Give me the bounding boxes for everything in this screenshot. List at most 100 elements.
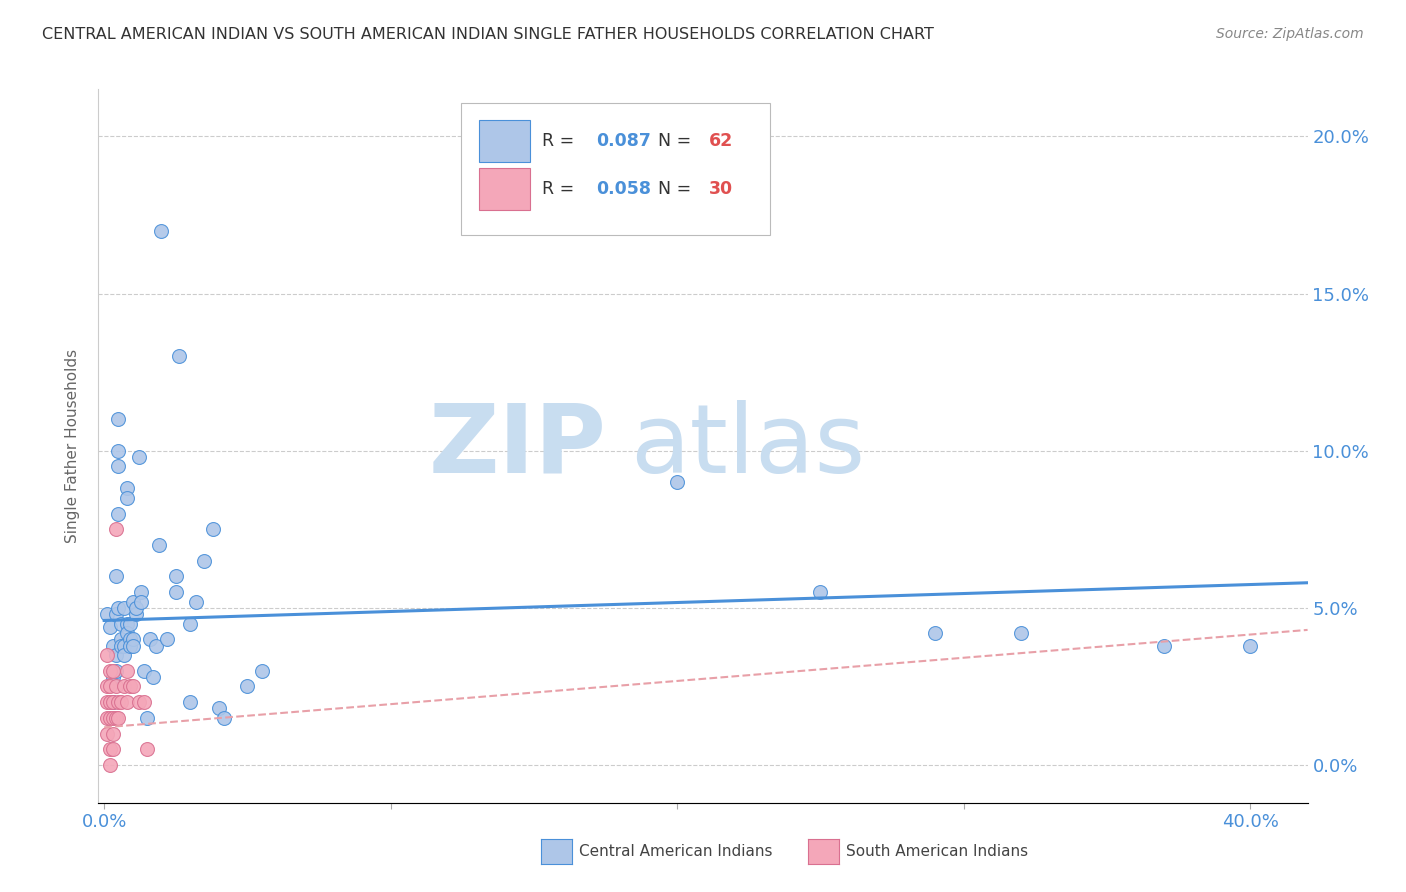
Point [121,639,143,653]
Point [134,695,156,709]
Point [98,680,121,694]
Point [112,639,135,653]
Point [112,600,135,615]
FancyBboxPatch shape [479,120,530,162]
Point [121,632,143,647]
Point [101,695,124,709]
Point [96,711,118,725]
Point [142,670,165,684]
Text: 62: 62 [709,132,734,150]
Point [107,695,129,709]
Point [107,507,129,521]
Text: South American Indians: South American Indians [846,845,1029,859]
Point [810,585,832,599]
Point [202,522,225,536]
Point [96,648,118,662]
Point [104,711,127,725]
Point [208,701,231,715]
Point [104,522,127,536]
Point [134,664,156,678]
Text: ZIP: ZIP [429,400,606,492]
Point [101,639,124,653]
Point [104,648,127,662]
Text: R =: R = [543,180,579,198]
Point [101,670,124,684]
Point [112,680,135,694]
Point [165,569,187,583]
Point [131,585,153,599]
Point [156,632,179,647]
Text: N =: N = [658,180,697,198]
Point [165,585,187,599]
Point [167,350,190,364]
Point [184,594,207,608]
Point [107,459,129,474]
Point [924,626,946,640]
Point [107,600,129,615]
Point [124,607,146,622]
Point [110,639,132,653]
Point [107,412,129,426]
Point [98,742,121,756]
Text: R =: R = [543,132,579,150]
Point [101,742,124,756]
Point [128,695,150,709]
Point [98,695,121,709]
Point [98,711,121,725]
Text: N =: N = [658,132,697,150]
Point [145,639,167,653]
FancyBboxPatch shape [461,103,769,235]
Point [118,632,141,647]
Point [118,680,141,694]
Point [115,482,138,496]
Point [121,594,143,608]
Text: 30: 30 [709,180,733,198]
Point [118,616,141,631]
Point [96,680,118,694]
Point [112,648,135,662]
Point [96,726,118,740]
Point [101,664,124,678]
Point [104,607,127,622]
Point [110,616,132,631]
Point [101,726,124,740]
FancyBboxPatch shape [479,168,530,211]
Point [139,632,162,647]
Point [98,664,121,678]
Point [1010,626,1032,640]
Point [214,711,236,725]
Point [250,664,273,678]
Point [96,695,118,709]
Text: CENTRAL AMERICAN INDIAN VS SOUTH AMERICAN INDIAN SINGLE FATHER HOUSEHOLDS CORREL: CENTRAL AMERICAN INDIAN VS SOUTH AMERICA… [42,27,934,42]
Point [101,695,124,709]
Point [118,639,141,653]
Point [115,616,138,631]
Point [96,607,118,622]
Point [179,616,201,631]
Point [115,491,138,505]
Text: Source: ZipAtlas.com: Source: ZipAtlas.com [1216,27,1364,41]
Point [193,554,215,568]
Point [128,450,150,464]
Point [115,664,138,678]
Point [110,632,132,647]
Point [148,538,170,552]
Text: Central American Indians: Central American Indians [579,845,773,859]
Point [136,742,159,756]
Point [104,680,127,694]
Point [107,443,129,458]
Point [110,695,132,709]
Point [104,569,127,583]
Point [131,594,153,608]
Point [121,680,143,694]
Point [101,711,124,725]
Point [104,664,127,678]
Y-axis label: Single Father Households: Single Father Households [65,349,80,543]
Point [124,600,146,615]
Point [179,695,201,709]
Point [236,680,259,694]
Point [1239,639,1261,653]
Point [98,758,121,772]
Point [115,626,138,640]
Point [115,695,138,709]
